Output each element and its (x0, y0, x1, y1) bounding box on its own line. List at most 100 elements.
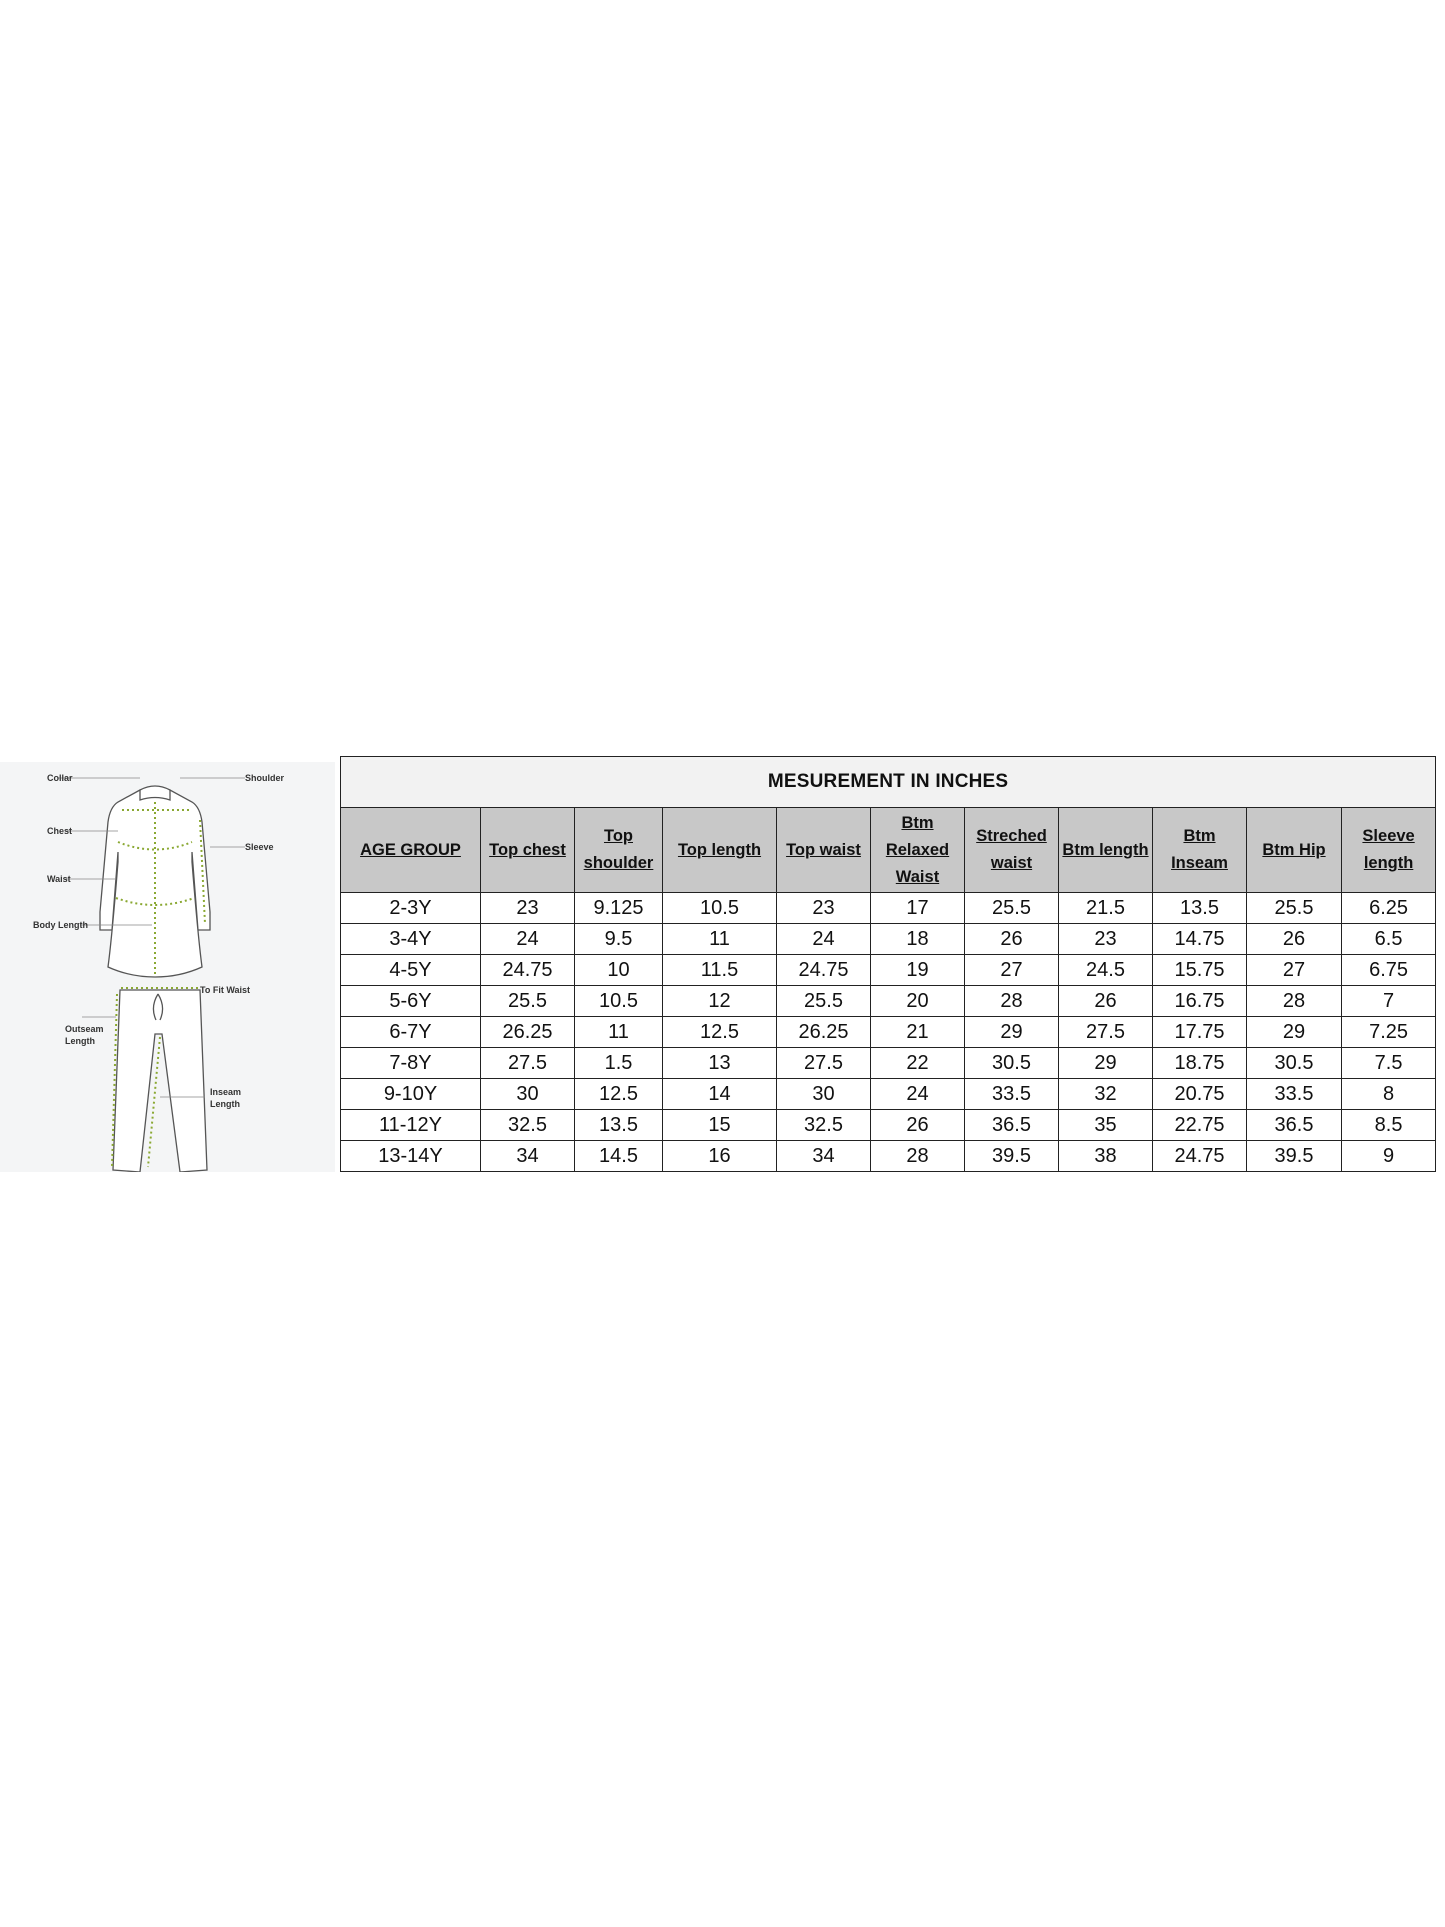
age-group-cell: 13-14Y (340, 1140, 481, 1172)
measurement-cell: 15.75 (1152, 954, 1247, 986)
measurement-cell: 20 (870, 985, 965, 1017)
column-header: AGE GROUP (340, 807, 481, 893)
measurement-cell: 23 (1058, 923, 1153, 955)
measurement-cell: 7.5 (1340, 1047, 1437, 1079)
measurement-cell: 11 (662, 923, 777, 955)
measurement-cell: 10.5 (662, 892, 777, 924)
measurement-cell: 24 (870, 1078, 965, 1110)
measurement-cell: 32.5 (480, 1109, 575, 1141)
measurement-cell: 19 (870, 954, 965, 986)
column-header-text: Top chest (489, 840, 566, 859)
column-header-text: Top waist (786, 840, 861, 859)
measurement-cell: 27.5 (1058, 1016, 1153, 1048)
column-header: Sleeve length (1340, 807, 1437, 893)
measurement-cell: 13.5 (574, 1109, 663, 1141)
measurement-cell: 28 (870, 1140, 965, 1172)
inseam-label: Inseam (210, 1087, 241, 1097)
chest-label: Chest (47, 826, 72, 836)
measurement-cell: 11 (574, 1016, 663, 1048)
measurement-cell: 26.25 (480, 1016, 575, 1048)
outseam-length-label: Length (65, 1036, 95, 1046)
sleeve-label: Sleeve (245, 842, 274, 852)
measurement-cell: 26 (870, 1109, 965, 1141)
measurement-cell: 16.75 (1152, 985, 1247, 1017)
measurement-cell: 27.5 (776, 1047, 871, 1079)
measurement-cell: 25.5 (1246, 892, 1342, 924)
measurement-cell: 6.5 (1340, 923, 1437, 955)
outseam-label: Outseam (65, 1024, 104, 1034)
measurement-cell: 30.5 (1246, 1047, 1342, 1079)
table-row: 3-4Y 24 9.5 11 24 18 26 23 14.75 26 6.5 (340, 923, 1437, 955)
measurement-cell: 10.5 (574, 985, 663, 1017)
column-header: Top length (662, 807, 777, 893)
measurement-cell: 7.25 (1340, 1016, 1437, 1048)
collar-label: Collar (47, 773, 73, 783)
measurement-cell: 25.5 (776, 985, 871, 1017)
column-header-text: Btm length (1062, 840, 1149, 859)
header-row: AGE GROUP Top chest Top shoulder Top length… (340, 807, 1437, 893)
column-header-text: Btm Relaxed Waist (885, 813, 950, 886)
body-length-label: Body Length (33, 920, 88, 930)
column-header: Btm Hip (1246, 807, 1342, 893)
measurement-cell: 25.5 (480, 985, 575, 1017)
measurement-cell: 18.75 (1152, 1047, 1247, 1079)
measurement-cell: 39.5 (1246, 1140, 1342, 1172)
measurement-cell: 35 (1058, 1109, 1153, 1141)
measurement-cell: 14.75 (1152, 923, 1247, 955)
measurement-cell: 24.75 (480, 954, 575, 986)
measurement-cell: 6.25 (1340, 892, 1437, 924)
size-chart-table: MESUREMENT IN INCHES AGE GROUP Top chest T… (339, 756, 1437, 1172)
inseam-length-label: Length (210, 1099, 240, 1109)
measurement-cell: 12.5 (662, 1016, 777, 1048)
measurement-cell: 14.5 (574, 1140, 663, 1172)
table-row: 9-10Y 30 12.5 14 30 24 33.5 32 20.75 33.5 8 (340, 1078, 1437, 1110)
column-header-text: Streched waist (976, 827, 1047, 872)
column-header: Top chest (480, 807, 575, 893)
measurement-cell: 29 (964, 1016, 1059, 1048)
to-fit-waist-label: To Fit Waist (200, 985, 250, 995)
kurta-pajama-illustration: Collar Shoulder Chest Sleeve Waist Body … (33, 773, 284, 1172)
measurement-cell: 34 (480, 1140, 575, 1172)
column-header-text: Btm Hip (1262, 840, 1326, 859)
measurement-cell: 26 (1246, 923, 1342, 955)
age-group-cell: 11-12Y (340, 1109, 481, 1141)
measurement-cell: 8.5 (1340, 1109, 1437, 1141)
table-row: 2-3Y 23 9.125 10.5 23 17 25.5 21.5 13.5 25.5 6.25 (340, 892, 1437, 924)
measurement-cell: 27.5 (480, 1047, 575, 1079)
collar-outline (139, 785, 171, 801)
measurement-cell: 30 (480, 1078, 575, 1110)
measurement-cell: 9.125 (574, 892, 663, 924)
column-header-text: Btm Inseam (1171, 827, 1228, 872)
measurement-cell: 22 (870, 1047, 965, 1079)
measurement-cell: 17.75 (1152, 1016, 1247, 1048)
measurement-cell: 24.75 (776, 954, 871, 986)
measurement-cell: 9 (1340, 1140, 1437, 1172)
table-row: 6-7Y 26.25 11 12.5 26.25 21 29 27.5 17.75 29 7.25 (340, 1016, 1437, 1048)
column-header-text: Top shoulder (583, 827, 654, 872)
measurement-cell: 26 (1058, 985, 1153, 1017)
measurement-cell: 13.5 (1152, 892, 1247, 924)
measurement-cell: 38 (1058, 1140, 1153, 1172)
measurement-cell: 32.5 (776, 1109, 871, 1141)
measurement-cell: 21.5 (1058, 892, 1153, 924)
measure-lines (111, 802, 206, 1168)
age-group-cell: 5-6Y (340, 985, 481, 1017)
measurement-cell: 11.5 (662, 954, 777, 986)
measurement-cell: 21 (870, 1016, 965, 1048)
column-header-text: Top length (677, 840, 762, 859)
measurement-cell: 13 (662, 1047, 777, 1079)
column-header-text: AGE GROUP (360, 840, 461, 859)
table-row: 13-14Y 34 14.5 16 34 28 39.5 38 24.75 39.5 9 (340, 1140, 1437, 1172)
measurement-cell: 24.75 (1152, 1140, 1247, 1172)
measurement-cell: 9.5 (574, 923, 663, 955)
measurement-cell: 30.5 (964, 1047, 1059, 1079)
measurement-cell: 1.5 (574, 1047, 663, 1079)
measurement-cell: 26 (964, 923, 1059, 955)
measurement-cell: 33.5 (964, 1078, 1059, 1110)
measurement-cell: 14 (662, 1078, 777, 1110)
measurement-cell: 34 (776, 1140, 871, 1172)
table-title: MESUREMENT IN INCHES (339, 756, 1437, 808)
measurement-cell: 27 (1246, 954, 1342, 986)
measurement-cell: 28 (1246, 985, 1342, 1017)
age-group-cell: 6-7Y (340, 1016, 481, 1048)
